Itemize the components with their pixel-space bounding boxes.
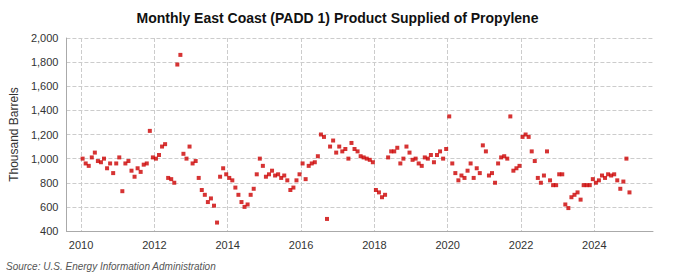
svg-text:2012: 2012 [142,239,166,251]
svg-text:400: 400 [40,225,58,237]
svg-text:2010: 2010 [69,239,93,251]
svg-text:Monthly East Coast (PADD 1) Pr: Monthly East Coast (PADD 1) Product Supp… [137,10,539,26]
svg-text:1,800: 1,800 [31,56,59,68]
svg-text:Source: U.S. Energy Informatio: Source: U.S. Energy Information Administ… [6,261,216,272]
svg-text:1,600: 1,600 [31,80,59,92]
svg-text:2016: 2016 [289,239,313,251]
svg-text:2022: 2022 [509,239,533,251]
svg-text:600: 600 [40,201,58,213]
svg-text:1,400: 1,400 [31,104,59,116]
svg-text:2020: 2020 [435,239,459,251]
svg-text:2014: 2014 [215,239,239,251]
svg-text:1,200: 1,200 [31,129,59,141]
svg-text:Thousand Barrels: Thousand Barrels [7,87,21,182]
svg-text:2024: 2024 [582,239,606,251]
svg-text:2,000: 2,000 [31,32,59,44]
svg-text:800: 800 [40,177,58,189]
svg-text:1,000: 1,000 [31,153,59,165]
svg-text:2018: 2018 [362,239,386,251]
